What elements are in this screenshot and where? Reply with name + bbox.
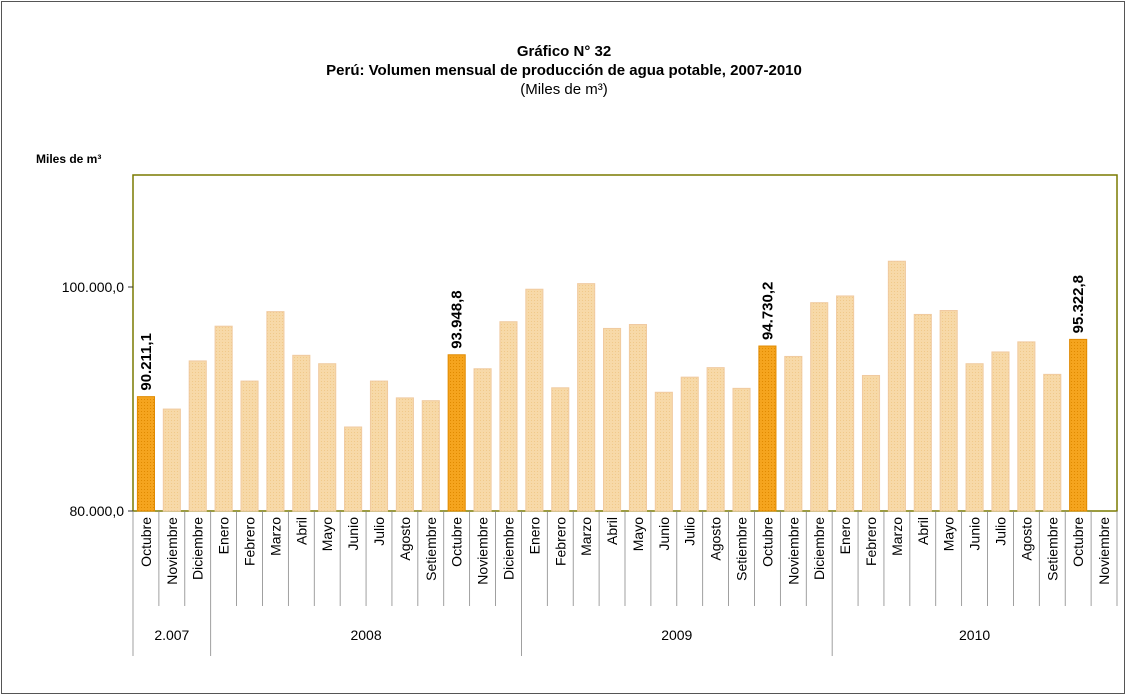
category-label: Febrero	[242, 517, 258, 566]
bar	[577, 283, 596, 512]
category-label: Enero	[837, 517, 853, 555]
category-label: Octubre	[138, 517, 154, 567]
category-label: Febrero	[552, 517, 568, 566]
bar	[680, 376, 699, 512]
bar	[836, 295, 855, 512]
bar	[913, 313, 932, 512]
category-label: Marzo	[267, 517, 283, 556]
category-label: Julio	[371, 517, 387, 546]
bar-highlight	[758, 345, 777, 512]
year-label: 2010	[959, 627, 990, 643]
bar	[214, 325, 233, 512]
category-label: Junio	[967, 517, 983, 551]
category-label: Agosto	[397, 517, 413, 561]
chart-subtitle: Perú: Volumen mensual de producción de a…	[326, 62, 802, 79]
bar	[421, 400, 440, 512]
bar	[1017, 341, 1036, 512]
year-label: 2009	[661, 627, 692, 643]
category-label: Noviembre	[785, 517, 801, 585]
bar	[965, 363, 984, 512]
bar	[732, 387, 751, 512]
category-label: Octubre	[1070, 517, 1086, 567]
chart-unit-line: (Miles de m³)	[520, 81, 608, 98]
category-label: Abril	[604, 517, 620, 545]
bar	[369, 380, 389, 512]
bar	[551, 387, 570, 512]
category-label: Agosto	[708, 517, 724, 561]
bar	[188, 360, 207, 512]
category-label: Julio	[682, 517, 698, 546]
y-axis-label: Miles de m³	[36, 152, 102, 166]
category-label: Setiembre	[423, 517, 439, 581]
category-label: Noviembre	[475, 517, 491, 585]
data-label: 93.948,8	[449, 290, 466, 348]
category-label: Mayo	[630, 517, 646, 551]
category-label: Setiembre	[734, 517, 750, 581]
data-label: 95.322,8	[1070, 275, 1087, 333]
category-label: Mayo	[941, 517, 957, 551]
category-label: Abril	[293, 517, 309, 545]
bar-highlight	[1069, 338, 1088, 512]
category-label: Noviembre	[1096, 517, 1112, 585]
bar	[706, 367, 725, 512]
category-label: Junio	[656, 517, 672, 551]
category-label: Marzo	[578, 517, 594, 556]
bar-highlight	[447, 354, 466, 512]
category-label: Setiembre	[1044, 517, 1060, 581]
bar	[784, 355, 803, 512]
category-label: Agosto	[1018, 517, 1034, 561]
category-label: Julio	[992, 517, 1008, 546]
category-label: Diciembre	[500, 517, 516, 580]
chart-title-block: Gráfico N° 32 Perú: Volumen mensual de p…	[0, 42, 1128, 99]
category-label: Enero	[216, 517, 232, 555]
bar	[266, 311, 285, 512]
bar	[395, 397, 414, 512]
bar	[810, 302, 829, 512]
category-label: Diciembre	[811, 517, 827, 580]
bar	[473, 368, 492, 512]
bar	[292, 354, 311, 512]
bar	[603, 327, 622, 512]
category-label: Enero	[526, 517, 542, 555]
bar	[525, 288, 544, 512]
bar	[654, 391, 673, 512]
category-label: Octubre	[449, 517, 465, 567]
category-label: Diciembre	[190, 517, 206, 580]
y-tick-label: 100.000,0	[62, 279, 124, 295]
bar	[344, 426, 363, 512]
bar	[939, 310, 958, 512]
category-label: Febrero	[863, 517, 879, 566]
bar	[1043, 373, 1062, 512]
bar	[861, 374, 881, 512]
year-label: 2008	[350, 627, 381, 643]
data-label: 90.211,1	[138, 333, 155, 391]
category-label: Noviembre	[164, 517, 180, 585]
bar	[628, 324, 647, 512]
bar	[991, 351, 1010, 512]
bar	[887, 260, 906, 512]
category-label: Octubre	[759, 517, 775, 567]
category-label: Mayo	[319, 517, 335, 551]
category-label: Abril	[915, 517, 931, 545]
year-label: 2.007	[154, 627, 189, 643]
data-label: 94.730,2	[759, 282, 776, 340]
bar	[240, 380, 259, 512]
bar	[318, 363, 337, 512]
chart-title: Gráfico N° 32	[516, 43, 612, 60]
category-label: Marzo	[889, 517, 905, 556]
category-label: Junio	[345, 517, 361, 551]
bar	[499, 321, 518, 512]
y-tick-label: 80.000,0	[70, 503, 125, 519]
bar	[162, 408, 181, 512]
bar-highlight	[136, 396, 155, 512]
